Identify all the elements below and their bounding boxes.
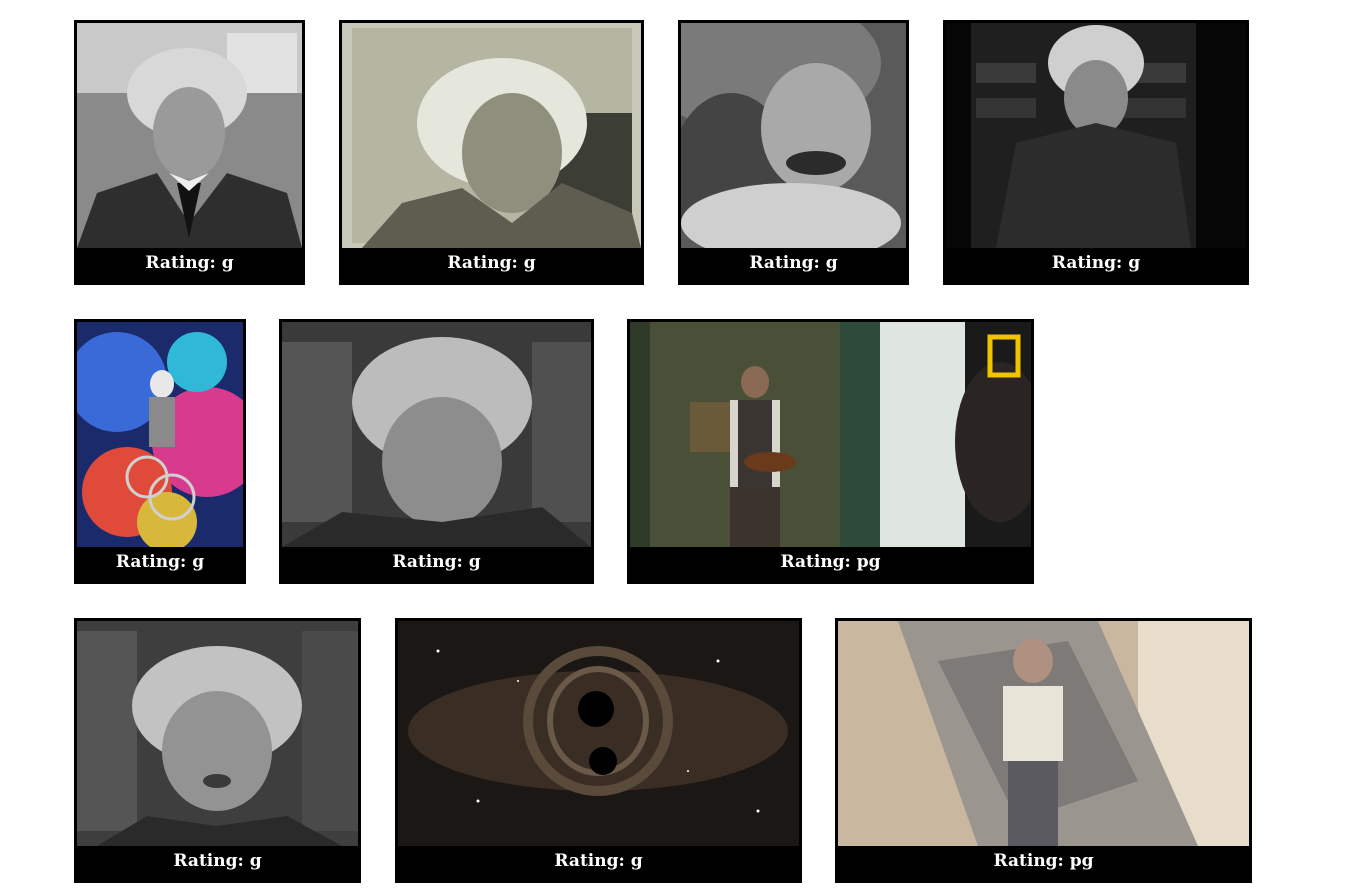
gif-card[interactable]: Rating: g bbox=[395, 618, 802, 883]
einstein-closeup-sepia-image[interactable] bbox=[342, 23, 641, 248]
gif-card[interactable]: Rating: g bbox=[279, 319, 594, 584]
einstein-face-morph-image[interactable] bbox=[681, 23, 906, 248]
rating-label: Rating: g bbox=[447, 253, 536, 273]
rating-label: Rating: g bbox=[145, 253, 234, 273]
gif-card[interactable]: Rating: g bbox=[74, 20, 305, 285]
gif-card[interactable]: Rating: g bbox=[74, 319, 246, 584]
rating-label: Rating: g bbox=[554, 851, 643, 871]
einstein-portrait-suit-image[interactable] bbox=[77, 23, 302, 248]
gif-card[interactable]: Rating: pg bbox=[627, 319, 1034, 584]
gif-card[interactable]: Rating: g bbox=[339, 20, 644, 285]
rating-label: Rating: g bbox=[115, 552, 205, 572]
einstein-figurine-image[interactable] bbox=[838, 621, 1249, 846]
rating-label: Rating: g bbox=[173, 851, 262, 871]
man-playing-violin-image[interactable] bbox=[630, 322, 1031, 547]
einstein-bicycle-space-image[interactable] bbox=[77, 322, 243, 547]
einstein-speaking-image[interactable] bbox=[77, 621, 358, 846]
rating-label: Rating: pg bbox=[993, 851, 1094, 871]
rating-label: Rating: g bbox=[392, 552, 481, 572]
einstein-pipe-bookshelf-image[interactable] bbox=[946, 23, 1246, 248]
rating-label: Rating: g bbox=[749, 253, 838, 273]
black-holes-merging-image[interactable] bbox=[398, 621, 799, 846]
rating-label: Rating: g bbox=[1051, 253, 1141, 273]
gif-card[interactable]: Rating: g bbox=[678, 20, 909, 285]
gif-card[interactable]: Rating: g bbox=[943, 20, 1249, 285]
gif-card[interactable]: Rating: g bbox=[74, 618, 361, 883]
gif-card[interactable]: Rating: pg bbox=[835, 618, 1252, 883]
einstein-blurry-closeup-image[interactable] bbox=[282, 322, 591, 547]
rating-label: Rating: pg bbox=[780, 552, 881, 572]
